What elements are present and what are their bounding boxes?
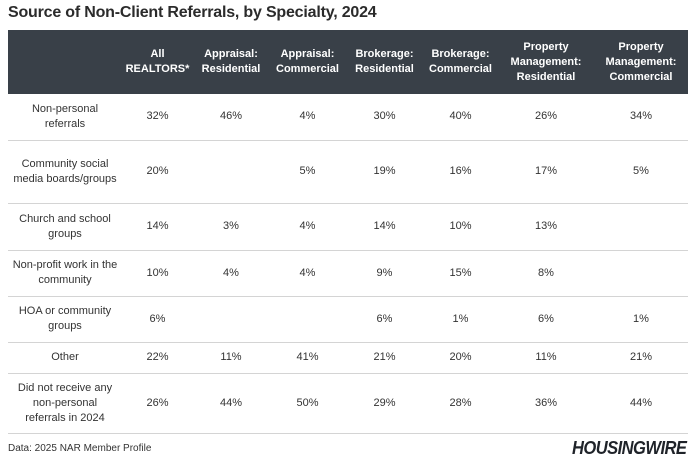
value-cell: 19% (346, 140, 423, 204)
column-header: Brokerage: Commercial (423, 30, 498, 94)
value-cell: 14% (346, 203, 423, 251)
value-cell: 21% (346, 342, 423, 374)
column-header: Property Management: Commercial (594, 30, 688, 94)
column-header: Property Management: Residential (498, 30, 594, 94)
value-cell: 44% (594, 373, 688, 434)
value-cell: 50% (269, 373, 346, 434)
row-label: Did not receive any non-personal referra… (8, 373, 122, 434)
value-cell: 4% (269, 94, 346, 141)
table-header: All REALTORS* Appraisal: Residential Appra… (8, 30, 688, 94)
value-cell: 34% (594, 94, 688, 141)
value-cell: 14% (122, 203, 193, 251)
column-header: Appraisal: Residential (193, 30, 269, 94)
header-corner-cell (8, 30, 122, 94)
value-cell: 26% (498, 94, 594, 141)
chart-title: Source of Non-Client Referrals, by Speci… (8, 4, 377, 21)
value-cell: 6% (498, 296, 594, 343)
value-cell: 26% (122, 373, 193, 434)
column-header: All REALTORS* (122, 30, 193, 94)
value-cell: 1% (423, 296, 498, 343)
value-cell: 30% (346, 94, 423, 141)
table-row: HOA or community groups 6% 6% 1% 6% 1% (8, 296, 688, 343)
value-cell: 1% (594, 296, 688, 343)
value-cell (193, 140, 269, 204)
table-row: Non-profit work in the community 10% 4% 4% 9… (8, 250, 688, 297)
row-label: Community social media boards/groups (8, 140, 122, 204)
housingwire-logo: HOUSINGWIRE (571, 438, 687, 458)
table-row: Did not receive any non-personal referra… (8, 373, 688, 434)
value-cell: 20% (423, 342, 498, 374)
value-cell: 9% (346, 250, 423, 297)
value-cell: 11% (498, 342, 594, 374)
table-row: Other 22% 11% 41% 21% 20% 11% 21% (8, 342, 688, 374)
value-cell: 44% (193, 373, 269, 434)
table-body: Non-personal referrals 32% 46% 4% 30% 40% 26% 3… (8, 94, 688, 434)
row-label: HOA or community groups (8, 296, 122, 343)
row-label: Non-profit work in the community (8, 250, 122, 297)
value-cell: 29% (346, 373, 423, 434)
value-cell: 10% (122, 250, 193, 297)
value-cell: 40% (423, 94, 498, 141)
value-cell: 15% (423, 250, 498, 297)
value-cell: 10% (423, 203, 498, 251)
value-cell: 41% (269, 342, 346, 374)
value-cell: 11% (193, 342, 269, 374)
table-row: Church and school groups 14% 3% 4% 14% 10% 13% (8, 203, 688, 251)
value-cell: 46% (193, 94, 269, 141)
value-cell (193, 296, 269, 343)
value-cell: 5% (594, 140, 688, 204)
value-cell: 4% (269, 250, 346, 297)
value-cell (594, 203, 688, 251)
referrals-table: All REALTORS* Appraisal: Residential Appra… (8, 30, 688, 434)
value-cell: 22% (122, 342, 193, 374)
value-cell: 28% (423, 373, 498, 434)
table-row: Non-personal referrals 32% 46% 4% 30% 40% 26% 3… (8, 94, 688, 141)
value-cell: 21% (594, 342, 688, 374)
source-note: Data: 2025 NAR Member Profile (8, 443, 152, 454)
value-cell: 3% (193, 203, 269, 251)
table-row: Community social media boards/groups 20% 5… (8, 140, 688, 204)
row-label: Church and school groups (8, 203, 122, 251)
header-row: All REALTORS* Appraisal: Residential Appra… (8, 30, 688, 94)
value-cell (594, 250, 688, 297)
value-cell: 6% (346, 296, 423, 343)
value-cell (269, 296, 346, 343)
value-cell: 16% (423, 140, 498, 204)
value-cell: 20% (122, 140, 193, 204)
column-header: Appraisal: Commercial (269, 30, 346, 94)
value-cell: 4% (269, 203, 346, 251)
value-cell: 5% (269, 140, 346, 204)
value-cell: 13% (498, 203, 594, 251)
value-cell: 17% (498, 140, 594, 204)
value-cell: 36% (498, 373, 594, 434)
row-label: Non-personal referrals (8, 94, 122, 141)
row-label: Other (8, 342, 122, 374)
column-header: Brokerage: Residential (346, 30, 423, 94)
value-cell: 4% (193, 250, 269, 297)
value-cell: 6% (122, 296, 193, 343)
value-cell: 32% (122, 94, 193, 141)
value-cell: 8% (498, 250, 594, 297)
